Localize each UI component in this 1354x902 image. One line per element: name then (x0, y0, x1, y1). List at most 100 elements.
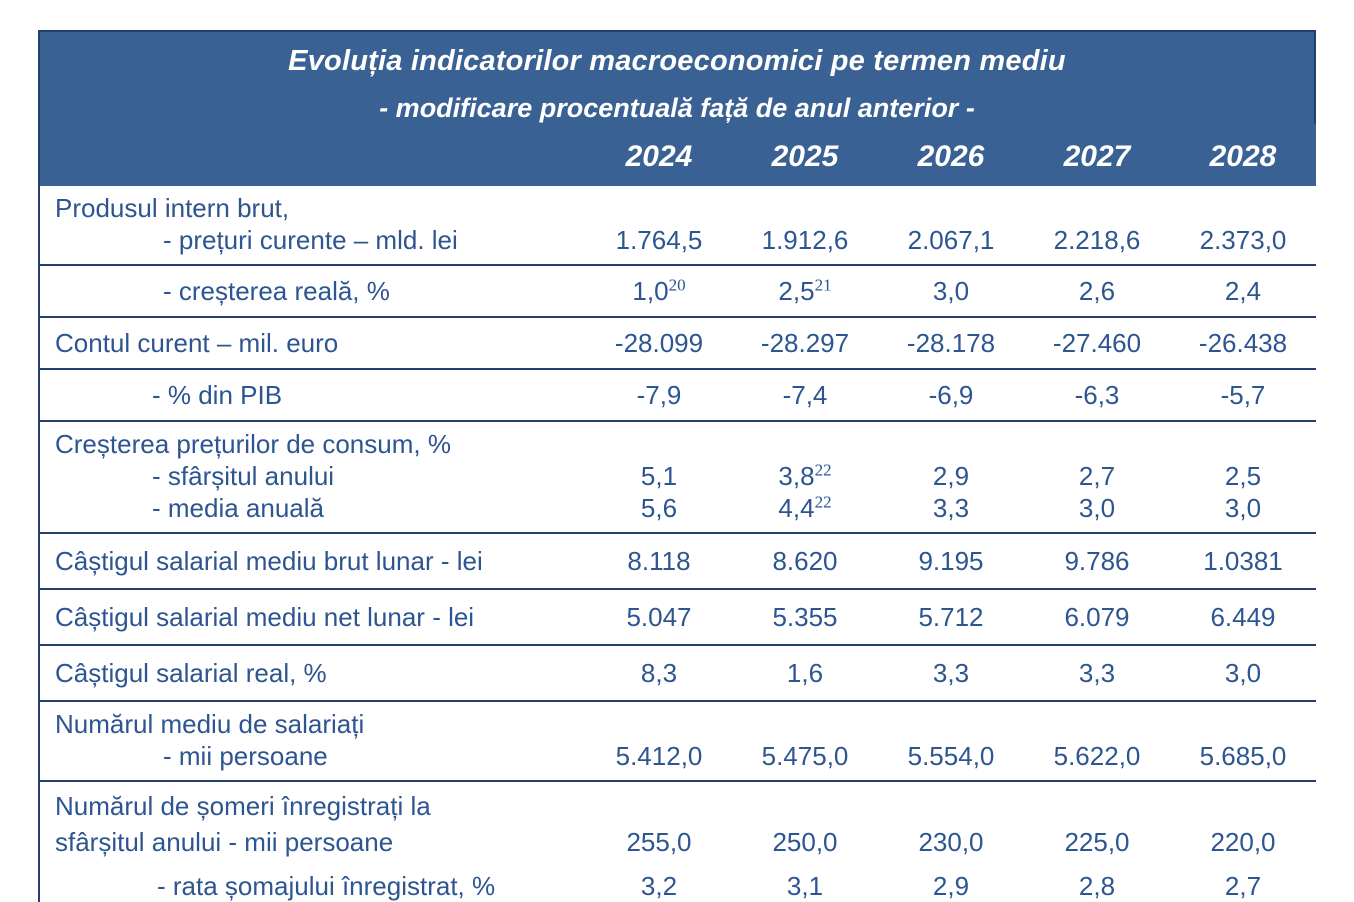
value-cell: 225,0 (1064, 827, 1130, 857)
table-row: Câștigul salarial mediu brut lunar - lei… (40, 532, 1316, 589)
value-cell: 2,6 (1024, 264, 1170, 317)
value-cell: 9.195 (878, 532, 1024, 589)
value-cell: 1,6 (732, 644, 878, 701)
row-label: - sfârșitul anului (152, 461, 335, 491)
year-header: 2028 (1170, 124, 1316, 186)
table-row: - mii persoane 5.412,0 5.475,0 5.554,0 5… (40, 740, 1316, 781)
table-row: Câștigul salarial mediu net lunar - lei … (40, 588, 1316, 645)
year-header: 2025 (732, 124, 878, 186)
value-cell: 3,0 (878, 264, 1024, 317)
value-cell: -7,4 (732, 368, 878, 421)
value-cell: 5,1 (640, 461, 678, 491)
value-cell: 3,2 (640, 871, 678, 901)
value-cell: -6,9 (878, 368, 1024, 421)
year-header-row: 2024 2025 2026 2027 2028 (40, 124, 1316, 186)
value-cell: 5.475,0 (761, 741, 849, 771)
value-cell: 2,9 (932, 461, 970, 491)
row-label: Câștigul salarial mediu brut lunar - lei (40, 532, 586, 589)
row-label: - media anuală (152, 493, 324, 523)
year-header-empty (40, 124, 586, 186)
value-cell: 220,0 (1210, 827, 1276, 857)
row-label: Numărul mediu de salariați (40, 700, 586, 740)
table-row: - creșterea reală, % 1,020 2,521 3,0 2,6… (40, 264, 1316, 317)
value-cell: 6.449 (1170, 588, 1316, 645)
value-cell: 2.218,6 (1053, 225, 1141, 255)
table-row: - % din PIB -7,9 -7,4 -6,9 -6,3 -5,7 (40, 368, 1316, 421)
value-cell: -28.297 (732, 316, 878, 369)
table-row: Contul curent – mil. euro -28.099 -28.29… (40, 316, 1316, 369)
value-cell: -28.099 (586, 316, 732, 369)
row-label: sfârșitul anului - mii persoane (55, 827, 394, 857)
value-cell: -26.438 (1170, 316, 1316, 369)
value-cell: 9.786 (1024, 532, 1170, 589)
value-cell: 5.622,0 (1053, 741, 1141, 771)
row-label: - mii persoane (163, 741, 328, 771)
value-cell: 2,7 (1224, 871, 1262, 901)
value-cell: 3,3 (932, 493, 970, 523)
row-label: - rata șomajului înregistrat, % (157, 871, 496, 901)
value-cell: 2,8 (1078, 871, 1116, 901)
value-cell: 3,822 (778, 460, 832, 491)
value-cell: 8.620 (732, 532, 878, 589)
row-label: Câștigul salarial real, % (40, 644, 586, 701)
value-cell: 2.373,0 (1199, 225, 1287, 255)
value-cell: 5.712 (878, 588, 1024, 645)
value-cell: 3,0 (1224, 493, 1262, 523)
row-label: - prețuri curente – mld. lei (163, 225, 458, 255)
table-row: Creșterea prețurilor de consum, % (40, 420, 1316, 460)
value-cell: 1.0381 (1170, 532, 1316, 589)
value-cell: 3,3 (1024, 644, 1170, 701)
value-cell: 230,0 (918, 827, 984, 857)
table-header: Evoluția indicatorilor macroeconomici pe… (40, 32, 1314, 124)
value-cell: 6.079 (1024, 588, 1170, 645)
year-header: 2027 (1024, 124, 1170, 186)
macro-indicators-table: Evoluția indicatorilor macroeconomici pe… (38, 30, 1316, 902)
footnote-ref: 21 (814, 275, 832, 295)
value-cell: 5.412,0 (615, 741, 703, 771)
row-label: Contul curent – mil. euro (40, 316, 586, 369)
value-cell: 2,4 (1170, 264, 1316, 317)
table-row: Produsul intern brut, (40, 186, 1316, 224)
value-cell: 5,6 (640, 493, 678, 523)
value-cell: 8.118 (586, 532, 732, 589)
value-cell: 5.554,0 (907, 741, 995, 771)
value-cell: 1.912,6 (761, 225, 849, 255)
value-cell: -28.178 (878, 316, 1024, 369)
value-cell: 255,0 (626, 827, 692, 857)
row-label: Numărul de șomeri înregistrați la (40, 780, 586, 822)
footnote-ref: 22 (814, 460, 832, 480)
table-subtitle: - modificare procentuală față de anul an… (379, 93, 975, 123)
year-header: 2024 (586, 124, 732, 186)
year-header: 2026 (878, 124, 1024, 186)
table-row: sfârșitul anului - mii persoane 255,0 25… (40, 822, 1316, 862)
value-cell: 2,9 (932, 871, 970, 901)
row-label: Produsul intern brut, (55, 193, 290, 223)
value-cell: 3,1 (786, 871, 824, 901)
value-cell: -5,7 (1170, 368, 1316, 421)
value-cell: 3,0 (1170, 644, 1316, 701)
value-cell: -7,9 (586, 368, 732, 421)
table-row: - media anuală 5,6 4,422 3,3 3,0 3,0 (40, 492, 1316, 533)
data-table: 2024 2025 2026 2027 2028 Produsul intern… (40, 124, 1316, 902)
value-cell: 250,0 (772, 827, 838, 857)
value-cell: 2.067,1 (907, 225, 995, 255)
value-cell: 2,521 (732, 264, 878, 317)
value-cell: 1.764,5 (615, 225, 703, 255)
footnote-ref: 22 (814, 492, 832, 512)
row-label: - creșterea reală, % (40, 264, 586, 317)
value-cell: 4,422 (778, 492, 832, 523)
row-label: Câștigul salarial mediu net lunar - lei (40, 588, 586, 645)
value-cell: 5.355 (732, 588, 878, 645)
row-label: Creșterea prețurilor de consum, % (40, 420, 586, 460)
table-row: Câștigul salarial real, % 8,3 1,6 3,3 3,… (40, 644, 1316, 701)
value-cell: -27.460 (1024, 316, 1170, 369)
value-cell: 3,3 (878, 644, 1024, 701)
value-cell: 3,0 (1078, 493, 1116, 523)
value-cell: 1,020 (586, 264, 732, 317)
table-row: - prețuri curente – mld. lei 1.764,5 1.9… (40, 224, 1316, 265)
value-cell: -6,3 (1024, 368, 1170, 421)
table-title: Evoluția indicatorilor macroeconomici pe… (288, 45, 1066, 77)
row-label: - % din PIB (40, 368, 586, 421)
value-cell: 8,3 (586, 644, 732, 701)
